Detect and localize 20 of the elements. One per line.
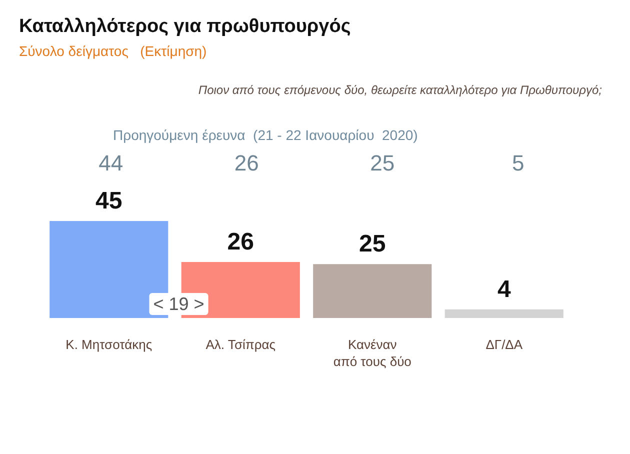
bar <box>313 264 432 318</box>
data-label: 26 <box>227 228 254 256</box>
x-tick-label: ΔΓ/ΔΑ <box>486 337 523 352</box>
bar <box>444 309 564 318</box>
bar <box>50 221 168 318</box>
text: 5 <box>512 150 524 176</box>
data-label: 4 <box>497 276 512 303</box>
text: 44 <box>98 150 124 176</box>
annotation: < 19 > <box>153 294 204 314</box>
x-tick-label: Κ. Μητσοτάκης <box>66 337 152 352</box>
x-tick-label: Κανέναν από τους δύο <box>333 337 412 369</box>
text: 25 <box>370 150 395 176</box>
chart-title: Καταλληλότερος για πρωθυπουργός <box>19 16 351 37</box>
text: Ποιον από τους επόμενους δύο, θεωρείτε καταλληλότερο για Πρωθυπουργό; <box>198 83 602 97</box>
chart-subtitle: Σύνολο δείγματος (Εκτίμηση) <box>19 43 207 59</box>
data-label: 45 <box>96 188 122 214</box>
text: 26 <box>234 150 259 176</box>
text: Προηγούμενη έρευνα (21 - 22 Ιανουαρίου 2020) <box>113 127 418 143</box>
x-tick-label: Αλ. Τσίπρας <box>206 337 276 352</box>
data-label: 25 <box>359 230 386 258</box>
